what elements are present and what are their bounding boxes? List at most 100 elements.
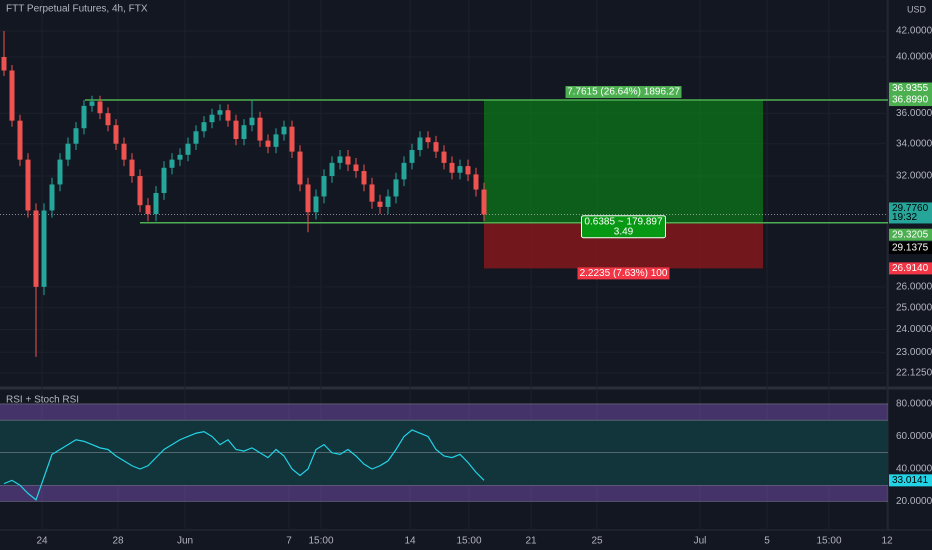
candle-body bbox=[177, 154, 183, 160]
candle-body bbox=[33, 210, 39, 287]
time-label: 7 bbox=[286, 536, 292, 547]
price-tick-label: 24.0000 bbox=[896, 324, 932, 335]
price-tag-label: 29.1375 bbox=[892, 243, 929, 254]
stop-label: 2.2235 (7.63%) 100 bbox=[580, 268, 668, 279]
price-tick-label: 25.0000 bbox=[896, 302, 932, 313]
candle-body bbox=[353, 164, 359, 172]
candle-body bbox=[425, 137, 431, 143]
rsi-tag bbox=[889, 474, 932, 487]
candle-body bbox=[169, 159, 175, 168]
candle-body bbox=[129, 159, 135, 177]
price-tag-label: 26.9140 bbox=[892, 263, 929, 274]
candle-body bbox=[321, 176, 327, 197]
candle-body bbox=[185, 143, 191, 155]
rsi-tag-label: 33.0141 bbox=[892, 475, 929, 486]
price-tag bbox=[889, 242, 932, 255]
candle-body bbox=[113, 125, 119, 144]
candle-body bbox=[57, 159, 63, 185]
candle-body bbox=[145, 205, 151, 215]
candle-body bbox=[361, 171, 367, 185]
candle-body bbox=[89, 101, 95, 106]
candle-body bbox=[249, 117, 255, 126]
candle-body bbox=[209, 114, 215, 123]
candle-body bbox=[81, 105, 87, 129]
candle-body bbox=[49, 184, 55, 211]
price-tick-label: 32.0000 bbox=[896, 171, 932, 182]
candle-body bbox=[201, 122, 207, 132]
entry-label: 0.6385 ~ 179.897 bbox=[584, 216, 663, 227]
price-tick-label: 22.1250 bbox=[896, 368, 932, 379]
candle-body bbox=[193, 131, 199, 144]
time-label: Jun bbox=[177, 536, 193, 547]
candle-body bbox=[241, 125, 247, 140]
candle-body bbox=[1, 56, 7, 71]
candle-body bbox=[153, 192, 159, 215]
candle-body bbox=[481, 189, 487, 215]
price-tick-label: 26.0000 bbox=[896, 281, 932, 292]
candle-body bbox=[281, 126, 287, 135]
candle-body bbox=[121, 143, 127, 160]
candle-body bbox=[409, 150, 415, 163]
time-label: 12 bbox=[881, 536, 893, 547]
candle-body bbox=[25, 159, 31, 211]
candle-body bbox=[329, 162, 335, 177]
price-tag bbox=[889, 262, 932, 275]
time-label: 28 bbox=[112, 536, 124, 547]
candle-body bbox=[257, 117, 263, 141]
candle-body bbox=[41, 210, 47, 287]
time-label: 15:00 bbox=[456, 536, 481, 547]
ratio-label: 3.49 bbox=[614, 226, 634, 237]
price-tag-label: 36.9355 bbox=[892, 83, 929, 94]
time-label: 15:00 bbox=[816, 536, 841, 547]
candle-body bbox=[473, 174, 479, 190]
time-label: 5 bbox=[764, 536, 770, 547]
price-tag bbox=[889, 228, 932, 241]
candle-body bbox=[457, 166, 463, 173]
price-tag bbox=[889, 94, 932, 107]
candle-body bbox=[137, 176, 143, 206]
indicator-tick-label: 20.0000 bbox=[896, 496, 932, 507]
candle-body bbox=[289, 126, 295, 152]
candle-body bbox=[377, 201, 383, 207]
candle-body bbox=[17, 120, 23, 160]
stop-label-box bbox=[577, 267, 670, 280]
entry-label-box bbox=[581, 215, 666, 239]
candle-body bbox=[337, 156, 343, 163]
candle-body bbox=[265, 140, 271, 147]
price-tick-label: 36.0000 bbox=[896, 108, 932, 119]
price-tick-label: 23.0000 bbox=[896, 347, 932, 358]
price-tag bbox=[889, 202, 932, 224]
candle-body bbox=[385, 196, 391, 207]
time-label: 24 bbox=[36, 536, 48, 547]
price-tag-label: 29.7760 bbox=[892, 203, 929, 214]
candle-body bbox=[345, 156, 351, 165]
price-tick-label: 34.0000 bbox=[896, 138, 932, 149]
time-label: 15:00 bbox=[308, 536, 333, 547]
candle-body bbox=[297, 151, 303, 185]
candle-body bbox=[225, 110, 231, 121]
price-tag-label: 36.8990 bbox=[892, 95, 929, 106]
time-label: 21 bbox=[525, 536, 537, 547]
candle-body bbox=[105, 113, 111, 126]
candle-body bbox=[233, 120, 239, 140]
indicator-tick-label: 40.0000 bbox=[896, 464, 932, 475]
candle-body bbox=[449, 162, 455, 173]
price-tick-label: 40.0000 bbox=[896, 52, 932, 63]
chart-title: FTT Perpetual Futures, 4h, FTX bbox=[6, 4, 148, 15]
candle-body bbox=[161, 167, 167, 193]
candle-body bbox=[273, 134, 279, 147]
price-tag-label: 29.3205 bbox=[892, 229, 929, 240]
price-tag bbox=[889, 82, 932, 95]
candle-body bbox=[401, 162, 407, 180]
indicator-tick-label: 60.0000 bbox=[896, 431, 932, 442]
target-label-box bbox=[565, 86, 682, 99]
candle-body bbox=[417, 137, 423, 151]
candle-body bbox=[369, 184, 375, 202]
candle-body bbox=[97, 101, 103, 114]
candle-body bbox=[313, 196, 319, 213]
candle-body bbox=[65, 143, 71, 160]
candle-body bbox=[433, 142, 439, 152]
candle-body bbox=[73, 128, 79, 144]
candle-body bbox=[441, 151, 447, 163]
